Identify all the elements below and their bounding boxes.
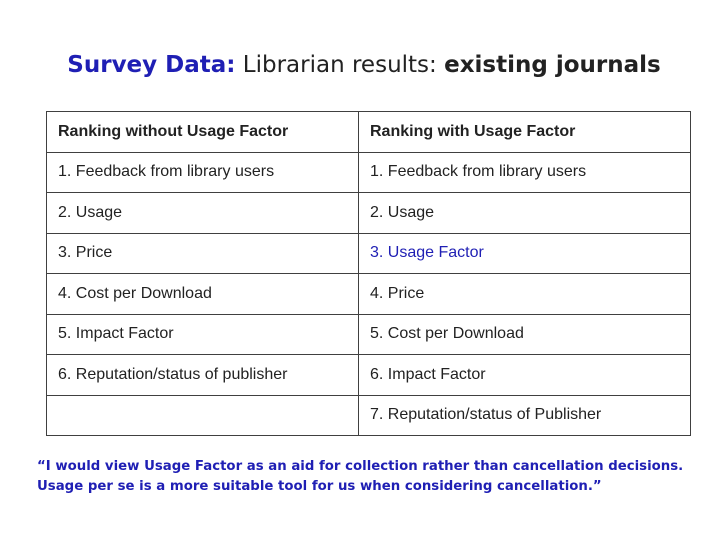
table-cell: 2. Usage [358, 192, 691, 234]
table-cell: 5. Cost per Download [358, 313, 691, 355]
table-cell: 5. Impact Factor [46, 313, 359, 355]
table-header-row: Ranking without Usage Factor Ranking wit… [46, 111, 691, 153]
title-accent: Survey Data: [67, 52, 236, 78]
ranking-table: Ranking without Usage Factor Ranking wit… [46, 111, 691, 436]
librarian-quote: “I would view Usage Factor as an aid for… [37, 457, 717, 497]
header-without-usage-factor: Ranking without Usage Factor [46, 111, 359, 153]
table-cell: 1. Feedback from library users [46, 151, 359, 193]
table-cell: 3. Price [46, 232, 359, 274]
title-bold: existing journals [444, 52, 661, 78]
table-row: 1. Feedback from library users 1. Feedba… [46, 151, 691, 193]
title-middle: Librarian results: [242, 52, 437, 78]
table-cell: 7. Reputation/status of Publisher [358, 394, 691, 436]
table-cell: 4. Cost per Download [46, 273, 359, 315]
table-row: 3. Price 3. Usage Factor [46, 232, 691, 274]
table-cell: 2. Usage [46, 192, 359, 234]
table-cell-empty [46, 394, 359, 436]
table-cell: 6. Reputation/status of publisher [46, 354, 359, 396]
table-cell: 1. Feedback from library users [358, 151, 691, 193]
header-with-usage-factor: Ranking with Usage Factor [358, 111, 691, 153]
table-cell: 6. Impact Factor [358, 354, 691, 396]
table-row: 6. Reputation/status of publisher 6. Imp… [46, 354, 691, 396]
quote-line: Usage per se is a more suitable tool for… [37, 479, 602, 494]
slide-title: Survey Data: Librarian results: existing… [0, 52, 728, 78]
quote-line: “I would view Usage Factor as an aid for… [37, 459, 684, 474]
table-row: 7. Reputation/status of Publisher [46, 394, 691, 436]
table-row: 5. Impact Factor 5. Cost per Download [46, 313, 691, 355]
table-row: 4. Cost per Download 4. Price [46, 273, 691, 315]
table-cell: 4. Price [358, 273, 691, 315]
table-cell-highlighted: 3. Usage Factor [358, 232, 691, 274]
table-row: 2. Usage 2. Usage [46, 192, 691, 234]
